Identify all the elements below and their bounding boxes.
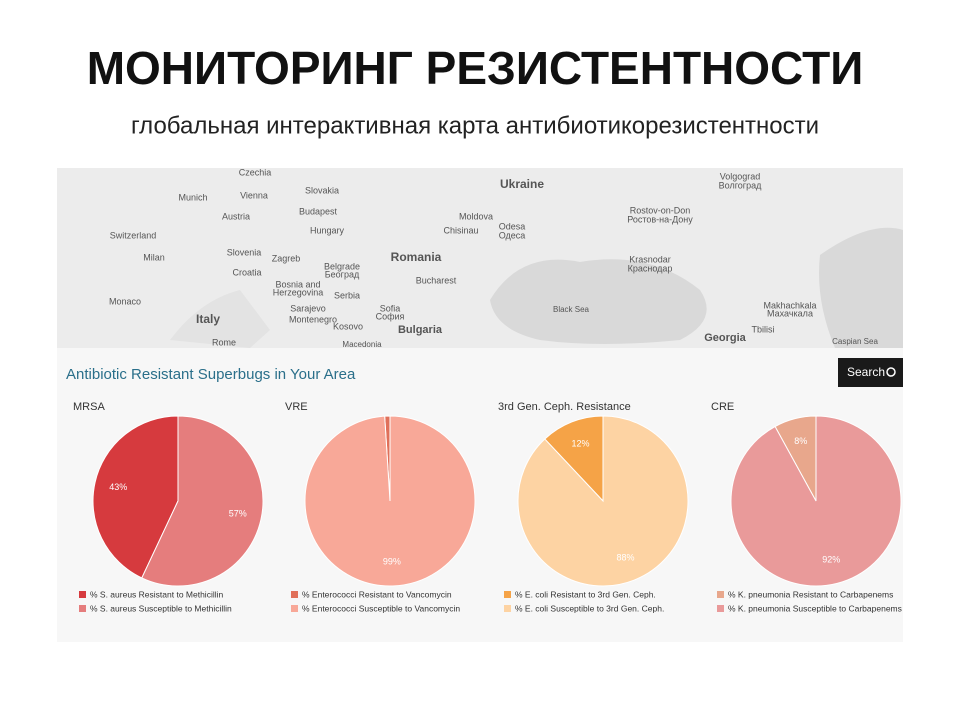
pie-slice (141, 415, 264, 587)
map-label: Macedonia (342, 340, 382, 349)
legend-label: % E. coli Susceptible to 3rd Gen. Ceph. (515, 603, 664, 613)
map-label: Milan (143, 252, 165, 262)
panel-title: Antibiotic Resistant Superbugs in Your A… (66, 366, 356, 383)
pie-title: 3rd Gen. Ceph. Resistance (498, 401, 631, 413)
pie-title: MRSA (73, 401, 105, 413)
map (57, 168, 903, 348)
map-label: Tbilisi (751, 324, 774, 334)
map-label: Одеса (499, 230, 526, 240)
slice-label: 92% (822, 555, 840, 565)
legend-label: % S. aureus Susceptible to Methicillin (90, 603, 232, 613)
legend-swatch (717, 605, 724, 612)
slice-label: 57% (229, 509, 247, 519)
pie-slice (92, 415, 179, 579)
map-label: Moldova (459, 211, 493, 221)
map-label: Slovakia (305, 185, 339, 195)
pie-title: VRE (285, 401, 308, 413)
map-label: Ukraine (500, 177, 544, 191)
search-button[interactable] (838, 358, 903, 387)
map-label: Makhachkala (763, 300, 816, 310)
map-label: Munich (178, 192, 207, 202)
map-label: Croatia (232, 267, 261, 277)
pie-slice (517, 415, 689, 587)
map-label: Bucharest (416, 275, 457, 285)
map-label: Romania (391, 250, 442, 264)
caspian-sea (819, 227, 903, 348)
map-label: Montenegro (289, 314, 337, 324)
map-label: Chisinau (443, 225, 478, 235)
legend-label: % E. coli Resistant to 3rd Gen. Ceph. (515, 589, 656, 599)
black-sea (490, 259, 707, 344)
map-label: Austria (222, 211, 250, 221)
pie-slice (304, 415, 476, 587)
map-label: Serbia (334, 290, 360, 300)
map-label: Волгоград (719, 180, 762, 190)
legend-swatch (504, 591, 511, 598)
legend-label: % S. aureus Resistant to Methicillin (90, 589, 223, 599)
map-label: Black Sea (553, 305, 590, 314)
legend-swatch (291, 605, 298, 612)
map-label: Махачкала (767, 308, 813, 318)
map-label: Belgrade (324, 261, 360, 271)
map-label: Rostov-on-Don (630, 205, 691, 215)
map-label: Ростов-на-Дону (627, 214, 693, 224)
slide-title: МОНИТОРИНГ РЕЗИСТЕНТНОСТИ (87, 42, 864, 94)
pie-title: CRE (711, 401, 734, 413)
legend-label: % Enterococci Resistant to Vancomycin (302, 589, 452, 599)
map-label: Rome (212, 337, 236, 347)
map-label: Vienna (240, 190, 268, 200)
map-label: Krasnodar (629, 254, 671, 264)
map-label: Caspian Sea (832, 337, 878, 346)
map-label: Zagreb (272, 253, 301, 263)
map-label: Sarajevo (290, 303, 326, 313)
map-label: Београд (325, 269, 360, 279)
slice-label: 43% (109, 482, 127, 492)
pie-slice (730, 415, 902, 587)
map-label: Budapest (299, 206, 338, 216)
slice-label: 88% (617, 552, 635, 562)
search-label[interactable]: Search (847, 365, 885, 379)
map-label: Monaco (109, 296, 141, 306)
legend-swatch (79, 605, 86, 612)
map-label: Italy (196, 312, 220, 326)
slice-label: 99% (383, 557, 401, 567)
map-label: Sofia (380, 303, 401, 313)
map-label: Slovenia (227, 247, 262, 257)
adriatic (170, 290, 270, 348)
map-label: Switzerland (110, 230, 157, 240)
map-label: Hungary (310, 225, 345, 235)
legend-label: % K. pneumonia Susceptible to Carbapenem… (728, 603, 902, 613)
map-label: Kosovo (333, 321, 363, 331)
map-label: Bosnia and (275, 279, 320, 289)
slice-label: 12% (571, 438, 589, 448)
legend-swatch (79, 591, 86, 598)
legend-swatch (291, 591, 298, 598)
legend-swatch (504, 605, 511, 612)
pie-slice (544, 415, 604, 503)
slide-subtitle: глобальная интерактивная карта антибиоти… (131, 112, 819, 139)
map-label: Volgograd (720, 171, 761, 181)
map-label: Odesa (499, 221, 526, 231)
map-label: Georgia (704, 332, 746, 344)
map-label: Bulgaria (398, 324, 443, 336)
legend-label: % Enterococci Susceptible to Vancomycin (302, 603, 460, 613)
legend-label: % K. pneumonia Resistant to Carbapenems (728, 589, 893, 599)
legend-swatch (717, 591, 724, 598)
map-label: Herzegovina (273, 287, 324, 297)
search-icon[interactable] (886, 367, 896, 377)
map-label: Краснодар (628, 263, 673, 273)
map-label: София (376, 311, 405, 321)
slice-label: 8% (794, 436, 807, 446)
map-label: Czechia (239, 167, 272, 177)
